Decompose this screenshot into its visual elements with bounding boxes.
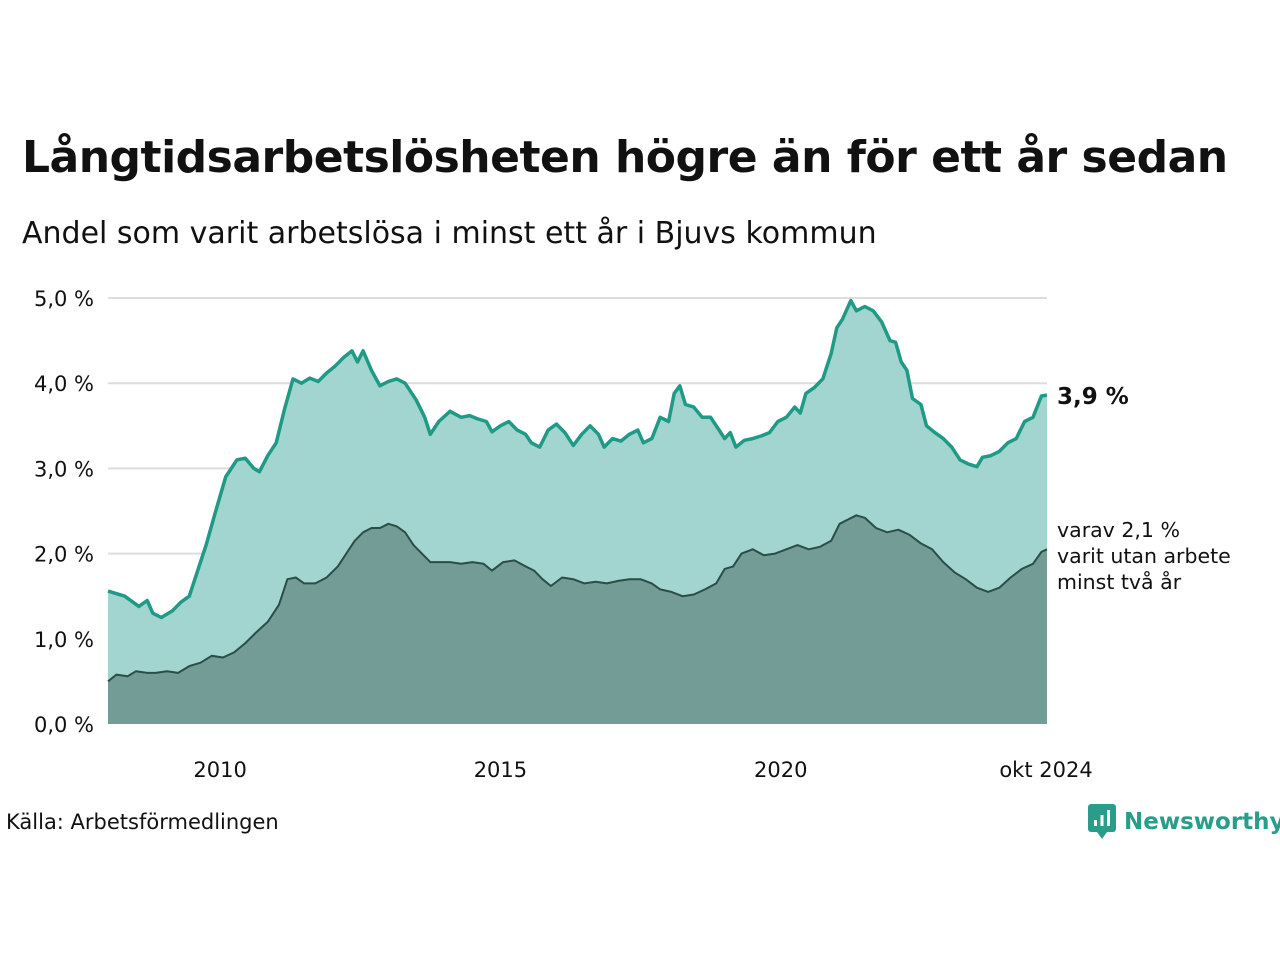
y-tick-label: 1,0 % (34, 628, 94, 652)
end-label-sub: varit utan arbete (1057, 544, 1231, 568)
chart-title: Långtidsarbetslösheten högre än för ett … (22, 132, 1228, 183)
y-tick-label: 5,0 % (34, 287, 94, 311)
newsworthy-logo-text: Newsworthy (1124, 809, 1280, 835)
chart-subtitle: Andel som varit arbetslösa i minst ett å… (22, 216, 877, 251)
series-line-sub (107, 514, 1048, 683)
newsworthy-logo-icon (1088, 804, 1116, 839)
y-tick-label: 4,0 % (34, 372, 94, 396)
end-label-sub: minst två år (1057, 569, 1182, 594)
x-tick-label: 2015 (474, 758, 527, 782)
end-label-total: 3,9 % (1057, 384, 1129, 410)
y-tick-label: 3,0 % (34, 457, 94, 481)
axis-labels: 0,0 % 1,0 % 2,0 % 3,0 % 4,0 % 5,0 % 2010 2015 20… (34, 287, 1093, 782)
y-tick-label: 0,0 % (34, 713, 94, 737)
x-tick-label: 2020 (754, 758, 807, 782)
chart-areas (107, 298, 1048, 724)
series-line-total (107, 298, 1048, 620)
newsworthy-logo: Newsworthy (1088, 804, 1280, 840)
series-area-sub (108, 515, 1047, 724)
end-label-sub: varav 2,1 % (1057, 518, 1180, 542)
y-tick-label: 2,0 % (34, 543, 94, 567)
x-tick-label: okt 2024 (999, 758, 1092, 782)
source-note: Källa: Arbetsförmedlingen (6, 810, 279, 834)
x-tick-label: 2010 (193, 758, 246, 782)
